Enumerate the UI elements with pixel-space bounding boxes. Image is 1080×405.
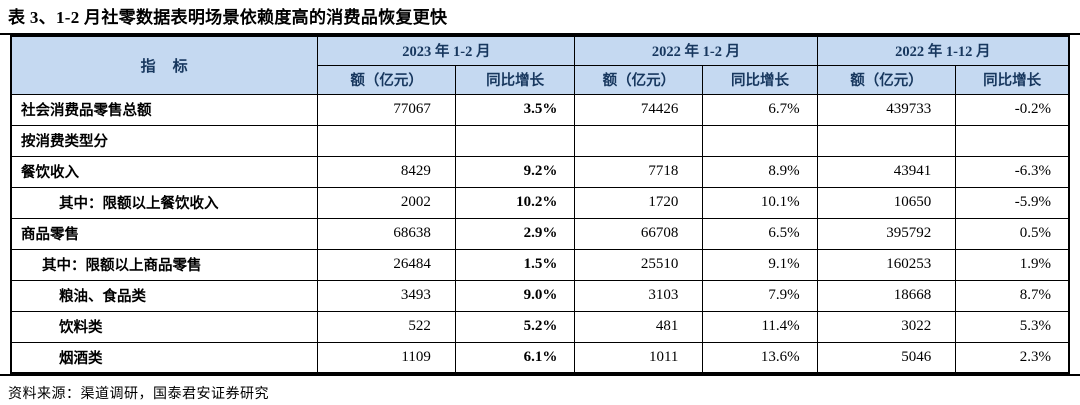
table-row: 其中：限额以上餐饮收入 2002 10.2% 1720 10.1% 10650 -5.9% — [10, 186, 1070, 219]
amount-cell: 5046 — [816, 341, 957, 374]
header-group-2022-1-12: 2022 年 1-12 月 — [816, 35, 1070, 66]
amount-cell: 3493 — [317, 279, 456, 312]
amount-cell: 26484 — [317, 248, 456, 281]
table-bottom-rule — [0, 374, 1080, 376]
amount-cell: 1109 — [317, 341, 456, 374]
growth-cell — [955, 124, 1070, 157]
subheader-growth-1: 同比增长 — [454, 64, 576, 95]
amount-cell: 74426 — [574, 93, 704, 126]
table-header: 指 标 2023 年 1-2 月 2022 年 1-2 月 2022 年 1-1… — [10, 35, 1070, 95]
growth-cell: 3.5% — [454, 93, 576, 126]
amount-cell — [816, 124, 957, 157]
row-label: 粮油、食品类 — [10, 279, 319, 312]
subheader-growth-2: 同比增长 — [702, 64, 818, 95]
amount-cell: 3022 — [816, 310, 957, 343]
table-row: 餐饮收入 8429 9.2% 7718 8.9% 43941 -6.3% — [10, 155, 1070, 188]
growth-cell: 8.9% — [702, 155, 818, 188]
header-group-2022-1-2: 2022 年 1-2 月 — [574, 35, 818, 66]
header-indicator: 指 标 — [10, 35, 319, 95]
amount-cell: 481 — [574, 310, 704, 343]
amount-cell: 1720 — [574, 186, 704, 219]
growth-cell: 9.1% — [702, 248, 818, 281]
growth-cell: 10.1% — [702, 186, 818, 219]
growth-cell: 6.1% — [454, 341, 576, 374]
growth-cell: 1.9% — [955, 248, 1070, 281]
amount-cell: 8429 — [317, 155, 456, 188]
table-row: 商品零售 68638 2.9% 66708 6.5% 395792 0.5% — [10, 217, 1070, 250]
amount-cell: 25510 — [574, 248, 704, 281]
growth-cell: 0.5% — [955, 217, 1070, 250]
growth-cell: 9.0% — [454, 279, 576, 312]
source-note: 资料来源：渠道调研，国泰君安证券研究 — [8, 387, 269, 402]
growth-cell: -6.3% — [955, 155, 1070, 188]
table-body: 社会消费品零售总额 77067 3.5% 74426 6.7% 439733 -0.2% 按消… — [10, 93, 1070, 374]
growth-cell: 11.4% — [702, 310, 818, 343]
subheader-amount-1: 额（亿元） — [317, 64, 456, 95]
amount-cell: 68638 — [317, 217, 456, 250]
header-row-groups: 指 标 2023 年 1-2 月 2022 年 1-2 月 2022 年 1-1… — [10, 35, 1070, 95]
amount-cell: 77067 — [317, 93, 456, 126]
amount-cell: 395792 — [816, 217, 957, 250]
amount-cell: 10650 — [816, 186, 957, 219]
amount-cell: 66708 — [574, 217, 704, 250]
growth-cell: 7.9% — [702, 279, 818, 312]
growth-cell: -0.2% — [955, 93, 1070, 126]
growth-cell: 8.7% — [955, 279, 1070, 312]
growth-cell: 2.9% — [454, 217, 576, 250]
table-title: 表 3、1-2 月社零数据表明场景依赖度高的消费品恢复更快 — [8, 8, 448, 27]
row-label: 其中：限额以上商品零售 — [10, 248, 319, 281]
header-row-subheaders: 额（亿元） 同比增长 额（亿元） 同比增长 额（亿元） 同比增长 — [11, 64, 1070, 95]
growth-cell — [702, 124, 818, 157]
table-row: 社会消费品零售总额 77067 3.5% 74426 6.7% 439733 -0.2% — [10, 93, 1070, 126]
amount-cell: 439733 — [816, 93, 957, 126]
growth-cell: 6.7% — [702, 93, 818, 126]
amount-cell — [317, 124, 456, 157]
table-row: 其中：限额以上商品零售 26484 1.5% 25510 9.1% 160253 1.9% — [10, 248, 1070, 281]
table-row: 按消费类型分 — [10, 124, 1070, 157]
table-row: 饮料类 522 5.2% 481 11.4% 3022 5.3% — [10, 310, 1070, 343]
amount-cell: 43941 — [816, 155, 957, 188]
row-label: 烟酒类 — [10, 341, 319, 374]
row-label: 社会消费品零售总额 — [10, 93, 319, 126]
subheader-amount-3: 额（亿元） — [816, 64, 957, 95]
row-label: 商品零售 — [10, 217, 319, 250]
retail-sales-table: 指 标 2023 年 1-2 月 2022 年 1-2 月 2022 年 1-1… — [10, 35, 1070, 374]
amount-cell: 2002 — [317, 186, 456, 219]
row-label: 其中：限额以上餐饮收入 — [10, 186, 319, 219]
growth-cell: 2.3% — [955, 341, 1070, 374]
growth-cell: 6.5% — [702, 217, 818, 250]
growth-cell: 13.6% — [702, 341, 818, 374]
amount-cell: 7718 — [574, 155, 704, 188]
subheader-growth-3: 同比增长 — [955, 64, 1070, 95]
amount-cell: 160253 — [816, 248, 957, 281]
subheader-amount-2: 额（亿元） — [574, 64, 704, 95]
growth-cell: 5.2% — [454, 310, 576, 343]
row-label: 餐饮收入 — [10, 155, 319, 188]
growth-cell: 5.3% — [955, 310, 1070, 343]
amount-cell: 1011 — [574, 341, 704, 374]
table-row: 烟酒类 1109 6.1% 1011 13.6% 5046 2.3% — [10, 341, 1070, 374]
growth-cell: 10.2% — [454, 186, 576, 219]
row-label: 按消费类型分 — [10, 124, 319, 157]
growth-cell — [454, 124, 576, 157]
amount-cell — [574, 124, 704, 157]
amount-cell: 3103 — [574, 279, 704, 312]
table-row: 粮油、食品类 3493 9.0% 3103 7.9% 18668 8.7% — [10, 279, 1070, 312]
amount-cell: 522 — [317, 310, 456, 343]
growth-cell: 9.2% — [454, 155, 576, 188]
growth-cell: 1.5% — [454, 248, 576, 281]
growth-cell: -5.9% — [955, 186, 1070, 219]
header-group-2023-1-2: 2023 年 1-2 月 — [317, 35, 576, 66]
row-label: 饮料类 — [10, 310, 319, 343]
amount-cell: 18668 — [816, 279, 957, 312]
title-underline-rule — [0, 33, 1080, 35]
